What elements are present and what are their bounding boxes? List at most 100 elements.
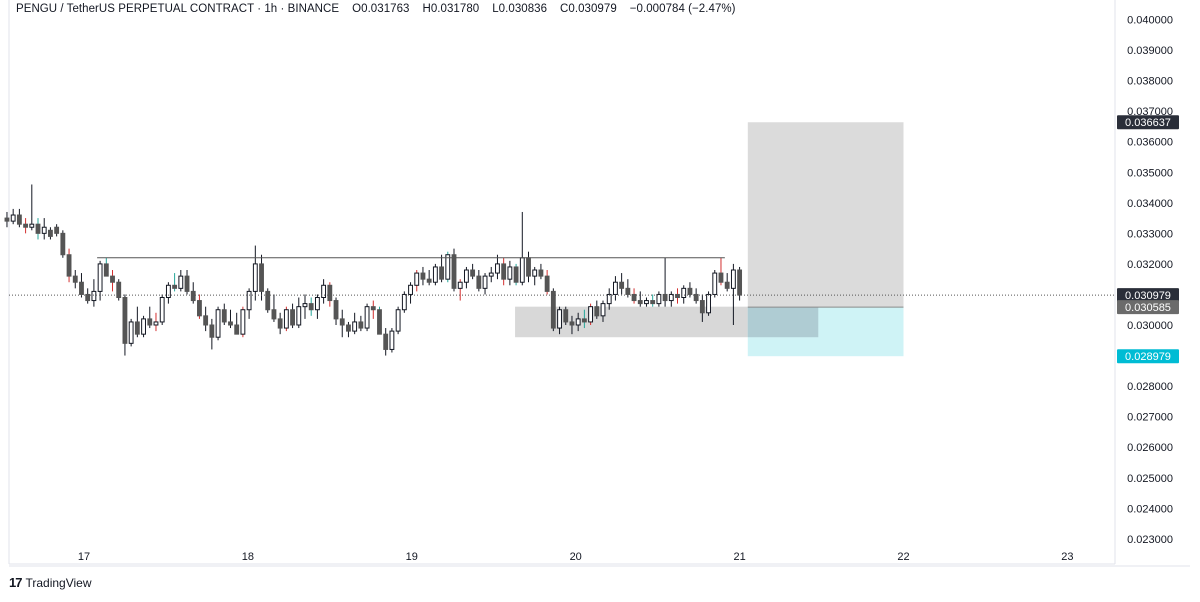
price-tick-label: 0.034000 [1127,198,1173,210]
candle-body-up [606,293,612,305]
price-tick-label: 0.026000 [1127,442,1173,454]
tradingview-logo[interactable]: 17 TradingView [9,575,92,590]
candle [234,312,240,335]
candle [296,297,302,329]
price-tick-label: 0.039000 [1127,45,1173,57]
candle [370,300,376,319]
candle [377,306,382,335]
candle [110,270,115,292]
candle [718,257,724,286]
time-axis[interactable]: 17 18 19 20 21 22 23 [78,551,1074,563]
symbol-header: PENGU / TetherUS PERPETUAL CONTRACT · 1h… [16,3,736,15]
candle [128,318,134,347]
price-tick-label: 0.024000 [1127,503,1173,515]
candle-body-up [165,284,171,299]
candle-body-down [699,300,705,314]
candle-body-down [203,315,209,326]
candle [103,257,109,277]
candle-body-down [16,214,22,225]
candle [228,309,233,329]
candle [575,312,581,332]
candle [252,245,258,301]
candle [389,328,395,353]
candle [72,270,78,289]
candle [221,303,227,325]
candle-body-down [693,293,699,302]
position-target-zone[interactable] [747,122,904,308]
candle-body-down [470,269,476,277]
candle [141,315,146,338]
candle-body-down [569,321,575,326]
candle [451,248,457,292]
candle-body-up [352,321,358,332]
candle-body-up [283,309,289,329]
candle-body-up [519,257,525,283]
candle-body-down [277,318,283,329]
candle [644,297,649,307]
candle-body-down [72,275,78,283]
time-tick-label: 22 [897,551,909,563]
candle [532,266,538,286]
candle-body-up [414,272,420,286]
candle-body-up [557,309,562,329]
price-label-bg [1117,349,1179,364]
candle-body-down [563,309,569,323]
zone-layer [515,122,904,357]
candle-body-up [240,309,246,335]
candle-body-up [712,272,718,295]
interval-label[interactable]: 1h [264,3,278,15]
candle [631,288,637,304]
candle [358,315,364,332]
candle [48,227,53,240]
candle [134,306,140,338]
candle [712,270,718,298]
candle-body-down [209,324,215,338]
candle [401,291,407,313]
candle-body-up [215,309,221,338]
candle-body-up [730,269,736,289]
candle-body-down [426,278,432,283]
candle-body-up [457,281,463,289]
candle [240,306,246,338]
candle [79,273,84,298]
candle [29,184,35,231]
candle [271,294,277,322]
candle-body-up [432,266,438,283]
candle-body-down [339,318,345,326]
candle-body-down [259,263,264,292]
candle [513,263,519,286]
zone-overlap [747,307,819,338]
low-value: L0.030836 [492,3,548,15]
candle [147,306,153,329]
price-axis-label: 0.036637 [1117,115,1179,130]
candle [699,294,705,322]
candle [159,294,165,325]
candle [352,312,358,335]
price-tick-label: 0.023000 [1127,534,1173,546]
candle [445,251,451,283]
candle [687,282,693,298]
candle-body-down [501,263,507,280]
candle-body-down [327,284,333,302]
candle-body-down [476,275,482,289]
candle [637,291,643,307]
price-label-bg [1117,115,1179,130]
open-value: O0.031763 [352,3,410,15]
price-tick-label: 0.037000 [1127,106,1173,118]
candle-body-down [625,287,631,295]
candle-body-down [48,229,53,237]
candle [54,224,60,237]
symbol-name[interactable]: PENGU / TetherUS PERPETUAL CONTRACT [16,3,254,15]
candle-body-down [110,275,115,283]
change-value: −0.000784 (−2.47%) [629,3,736,15]
candle [165,282,171,304]
candle-body-down [228,321,233,326]
candle-body-up [246,290,252,311]
candle [16,208,22,228]
candle [4,211,10,228]
price-axis[interactable]: 0.040000 0.039000 0.038000 0.037000 0.036000… [1127,15,1173,546]
price-tick-label: 0.030000 [1127,320,1173,332]
candle [246,288,252,319]
